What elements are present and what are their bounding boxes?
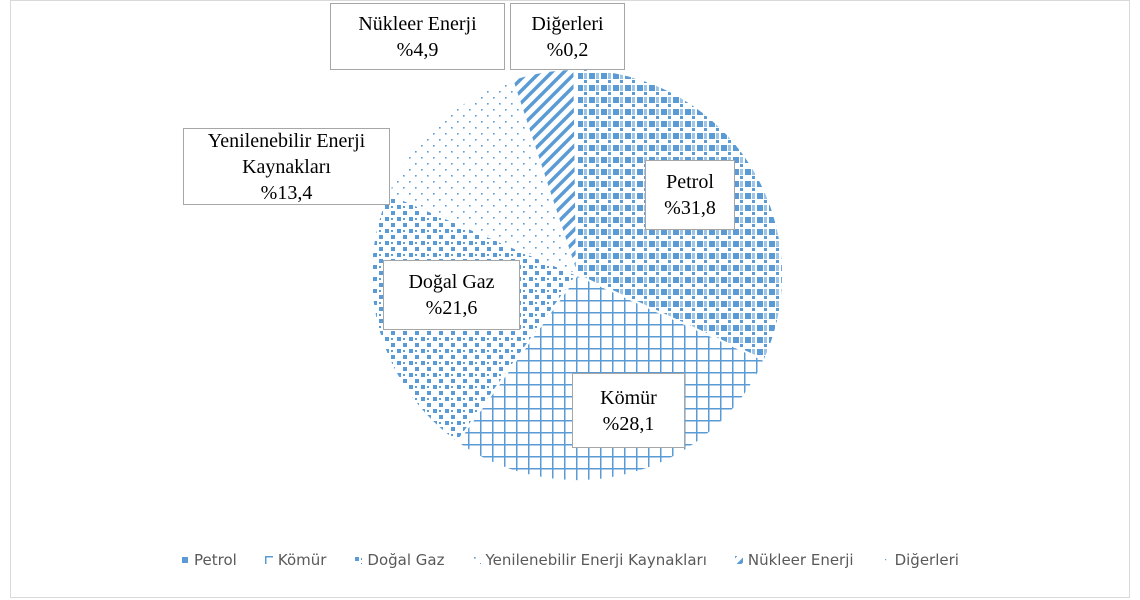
legend-item: Petrol [181,551,237,569]
chart-frame [10,0,1130,598]
legend-marker [264,556,273,564]
legend-label: Doğal Gaz [367,551,445,569]
data-label: Kömür %28,1 [572,373,685,448]
data-label-value: %21,6 [425,297,478,319]
legend-label: Nükleer Enerji [747,551,854,569]
legend-marker [354,556,363,564]
data-label-category: Doğal Gaz [408,271,495,293]
legend-label: Kömür [277,551,327,569]
legend-item: Nükleer Enerji [734,551,854,569]
legend-label: Yenilenebilir Enerji Kaynakları [485,551,707,569]
data-label: Petrol %31,8 [645,160,735,230]
data-label-category: Nükleer Enerji [358,12,477,35]
legend-label: Diğerleri [894,551,959,569]
legend-marker [472,556,481,564]
data-label-value: %31,8 [664,197,716,219]
data-label-value: %13,4 [260,181,313,204]
pie-slice [386,78,579,277]
data-label-value: %4,9 [396,38,439,61]
data-label: Yenilenebilir Enerji Kaynakları %13,4 [183,128,390,205]
data-label-category: Diğerleri [531,12,604,35]
legend-marker [881,556,890,564]
data-label-category: Yenilenebilir Enerji Kaynakları [207,129,366,178]
legend-item: Doğal Gaz [354,551,445,569]
legend-label: Petrol [194,551,237,569]
data-label: Nükleer Enerji %4,9 [330,3,505,70]
legend-item: Kömür [264,551,327,569]
legend-item: Diğerleri [881,551,959,569]
data-label: Diğerleri %0,2 [510,3,625,70]
data-label-category: Petrol [666,171,714,193]
legend-marker [734,556,743,564]
data-label-value: %28,1 [602,412,655,435]
legend: Petrol Kömür Doğal Gaz Yenilenebilir Enerji… [10,551,1130,569]
legend-marker [181,556,190,564]
legend-item: Yenilenebilir Enerji Kaynakları [472,551,707,569]
data-label: Doğal Gaz %21,6 [383,260,520,330]
data-label-category: Kömür [600,386,657,409]
data-label-value: %0,2 [546,38,589,61]
